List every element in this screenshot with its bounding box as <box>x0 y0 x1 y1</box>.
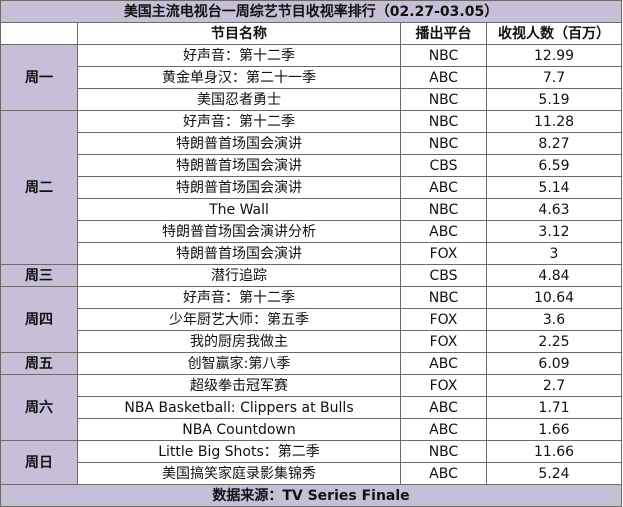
platform-cell: NBC <box>400 198 487 221</box>
viewers-cell: 12.99 <box>485 44 623 67</box>
footer-row: 数据来源：TV Series Finale <box>0 484 623 507</box>
platform-cell: FOX <box>400 242 487 265</box>
platform-cell: NBC <box>400 110 487 133</box>
program-cell: Little Big Shots：第二季 <box>77 440 401 463</box>
title-row: 美国主流电视台一周综艺节目收视率排行（02.27-03.05） <box>0 0 623 23</box>
platform-cell: NBC <box>400 132 487 155</box>
table-row: 我的厨房我做主 FOX 2.25 <box>1 330 623 353</box>
platform-cell: CBS <box>400 264 487 287</box>
table-row: The Wall NBC 4.63 <box>1 198 623 221</box>
program-cell: The Wall <box>77 198 401 221</box>
header-day-blank <box>0 22 78 45</box>
viewers-cell: 11.28 <box>485 110 623 133</box>
program-cell: 特朗普首场国会演讲分析 <box>77 220 401 243</box>
platform-cell: ABC <box>400 396 487 419</box>
platform-cell: NBC <box>400 286 487 309</box>
day-label-friday: 周五 <box>0 352 78 375</box>
table-row: 特朗普首场国会演讲 NBC 8.27 <box>1 132 623 155</box>
viewers-cell: 4.84 <box>485 264 623 287</box>
table-row: 特朗普首场国会演讲分析 ABC 3.12 <box>1 220 623 243</box>
viewers-cell: 3.6 <box>485 308 623 331</box>
day-label-tuesday: 周二 <box>0 110 78 265</box>
day-label-thursday: 周四 <box>0 286 78 353</box>
table-row: 周六 超级拳击冠军赛 FOX 2.7 <box>0 374 623 441</box>
header-viewers: 收视人数（百万） <box>485 22 623 45</box>
day-label-sunday: 周日 <box>0 440 78 485</box>
table-row: 美国忍者勇士 NBC 5.19 <box>1 88 623 111</box>
viewers-cell: 7.7 <box>485 66 623 89</box>
table-row: 周三 潜行追踪 CBS 4.84 <box>0 264 623 287</box>
table-row: 美国搞笑家庭录影集锦秀 ABC 5.24 <box>1 462 623 485</box>
viewers-cell: 5.19 <box>485 88 623 111</box>
viewers-cell: 2.7 <box>485 374 623 397</box>
viewers-cell: 6.59 <box>485 154 623 177</box>
viewers-cell: 4.63 <box>485 198 623 221</box>
platform-cell: NBC <box>400 440 487 463</box>
program-cell: 特朗普首场国会演讲 <box>77 154 401 177</box>
viewers-cell: 3 <box>485 242 623 265</box>
table-row: 周五 创智赢家:第八季 ABC 6.09 <box>0 352 623 375</box>
platform-cell: NBC <box>400 44 487 67</box>
program-cell: 好声音：第十二季 <box>77 286 401 309</box>
program-cell: 美国忍者勇士 <box>77 88 401 111</box>
platform-cell: ABC <box>400 220 487 243</box>
table-row: 少年厨艺大师：第五季 FOX 3.6 <box>1 308 623 331</box>
data-source-footer: 数据来源：TV Series Finale <box>0 484 623 507</box>
program-cell: 超级拳击冠军赛 <box>77 374 401 397</box>
viewers-cell: 10.64 <box>485 286 623 309</box>
table-row: 特朗普首场国会演讲 CBS 6.59 <box>1 154 623 177</box>
program-cell: 特朗普首场国会演讲 <box>77 132 401 155</box>
program-cell: 美国搞笑家庭录影集锦秀 <box>77 462 401 485</box>
day-label-wednesday: 周三 <box>0 264 78 287</box>
platform-cell: ABC <box>400 66 487 89</box>
platform-cell: CBS <box>400 154 487 177</box>
viewers-cell: 1.66 <box>485 418 623 441</box>
viewers-cell: 5.14 <box>485 176 623 199</box>
viewers-cell: 11.66 <box>485 440 623 463</box>
table-title: 美国主流电视台一周综艺节目收视率排行（02.27-03.05） <box>0 0 623 23</box>
table-row: 周一 好声音：第十二季 NBC 12.99 <box>0 44 623 111</box>
program-cell: 创智赢家:第八季 <box>77 352 401 375</box>
day-label-monday: 周一 <box>0 44 78 111</box>
table-row: 黄金单身汉：第二十一季 ABC 7.7 <box>1 66 623 89</box>
program-cell: 好声音：第十二季 <box>77 110 401 133</box>
header-program: 节目名称 <box>77 22 401 45</box>
platform-cell: ABC <box>400 418 487 441</box>
header-row: 节目名称 播出平台 收视人数（百万） <box>0 22 623 45</box>
platform-cell: ABC <box>400 352 487 375</box>
program-cell: 特朗普首场国会演讲 <box>77 176 401 199</box>
program-cell: 我的厨房我做主 <box>77 330 401 353</box>
platform-cell: ABC <box>400 176 487 199</box>
program-cell: 特朗普首场国会演讲 <box>77 242 401 265</box>
table-row: NBA Countdown ABC 1.66 <box>1 418 623 441</box>
program-cell: NBA Basketball: Clippers at Bulls <box>77 396 401 419</box>
viewers-cell: 3.12 <box>485 220 623 243</box>
viewers-cell: 6.09 <box>485 352 623 375</box>
platform-cell: FOX <box>400 330 487 353</box>
table-row: 周日 Little Big Shots：第二季 NBC 11.66 <box>0 440 623 485</box>
program-cell: 好声音：第十二季 <box>77 44 401 67</box>
day-label-saturday: 周六 <box>0 374 78 441</box>
header-platform: 播出平台 <box>400 22 487 45</box>
platform-cell: ABC <box>400 462 487 485</box>
platform-cell: FOX <box>400 308 487 331</box>
table-row: 周二 好声音：第十二季 NBC 11.28 <box>0 110 623 265</box>
program-cell: 黄金单身汉：第二十一季 <box>77 66 401 89</box>
table-row: 周四 好声音：第十二季 NBC 10.64 <box>0 286 623 353</box>
table-row: NBA Basketball: Clippers at Bulls ABC 1.71 <box>1 396 623 419</box>
viewers-cell: 2.25 <box>485 330 623 353</box>
program-cell: NBA Countdown <box>77 418 401 441</box>
platform-cell: NBC <box>400 88 487 111</box>
table-row: 特朗普首场国会演讲 ABC 5.14 <box>1 176 623 199</box>
program-cell: 少年厨艺大师：第五季 <box>77 308 401 331</box>
viewers-cell: 5.24 <box>485 462 623 485</box>
platform-cell: FOX <box>400 374 487 397</box>
viewers-cell: 1.71 <box>485 396 623 419</box>
table-row: 特朗普首场国会演讲 FOX 3 <box>1 242 623 265</box>
program-cell: 潜行追踪 <box>77 264 401 287</box>
viewers-cell: 8.27 <box>485 132 623 155</box>
